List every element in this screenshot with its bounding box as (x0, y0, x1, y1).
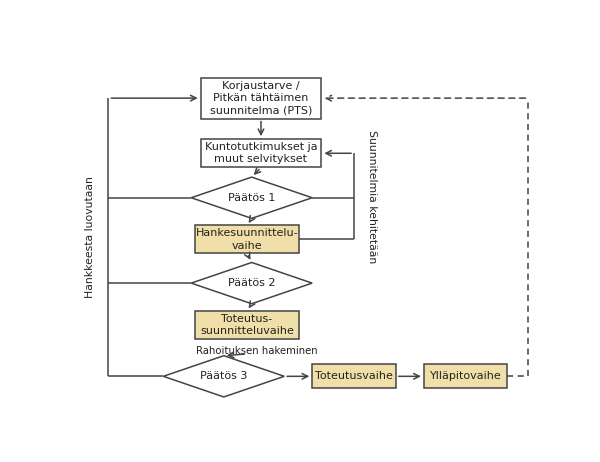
Text: Toteutusvaihe: Toteutusvaihe (315, 371, 393, 381)
Text: Rahoituksen hakeminen: Rahoituksen hakeminen (196, 346, 317, 356)
Polygon shape (191, 177, 312, 219)
FancyBboxPatch shape (200, 139, 322, 168)
Text: Kuntotutkimukset ja
muut selvitykset: Kuntotutkimukset ja muut selvitykset (205, 142, 317, 164)
FancyBboxPatch shape (200, 78, 322, 119)
FancyBboxPatch shape (312, 364, 396, 389)
Polygon shape (163, 356, 284, 397)
Text: Päätös 2: Päätös 2 (228, 278, 275, 288)
Text: Toteutus-
suunnitteluvaihe: Toteutus- suunnitteluvaihe (200, 314, 294, 336)
Polygon shape (191, 262, 312, 304)
Text: Päätös 1: Päätös 1 (228, 193, 275, 203)
Text: Korjaustarve /
Pitkän tähtäimen
suunnitelma (PTS): Korjaustarve / Pitkän tähtäimen suunnite… (210, 81, 312, 116)
Text: Hankkeesta luovutaan: Hankkeesta luovutaan (85, 176, 95, 298)
FancyBboxPatch shape (195, 311, 299, 339)
FancyBboxPatch shape (424, 364, 508, 389)
Text: Ylläpitovaihe: Ylläpitovaihe (430, 371, 502, 381)
Text: Suunnitelmia kehitetään: Suunnitelmia kehitetään (367, 130, 377, 263)
Text: Hankesuunnittelu-
vaihe: Hankesuunnittelu- vaihe (196, 228, 298, 250)
Text: Päätös 3: Päätös 3 (200, 371, 247, 381)
FancyBboxPatch shape (195, 225, 299, 253)
